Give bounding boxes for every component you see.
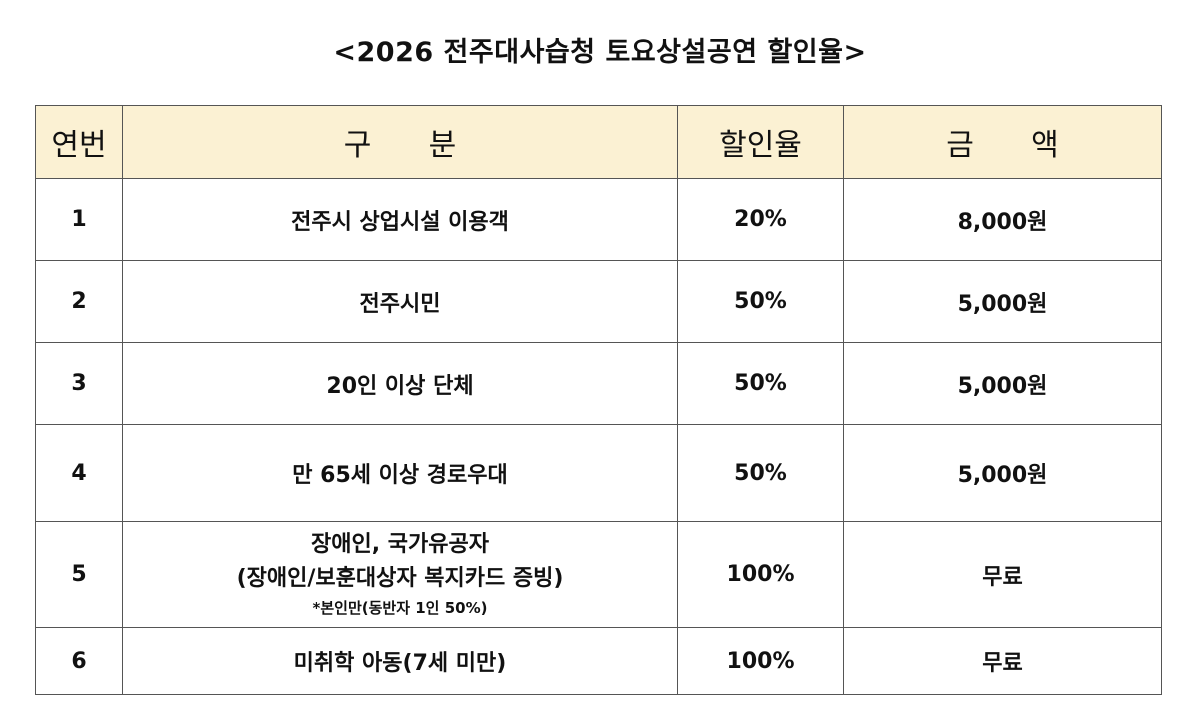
discount-table: 연번 구 분 할인율 금 액 1 전주시 상업시설 이용객 20% 8,000원…	[35, 105, 1162, 695]
row-rate: 50%	[677, 260, 844, 343]
row-category-multiline: 장애인, 국가유공자 (장애인/보훈대상자 복지카드 증빙) *본인만(동반자 …	[122, 521, 678, 628]
row-no: 2	[35, 260, 123, 343]
page-title: <2026 전주대사습청 토요상설공연 할인율>	[333, 37, 867, 68]
table-row: 1 전주시 상업시설 이용객 20% 8,000원	[35, 178, 1162, 261]
row-amount: 5,000원	[843, 260, 1162, 343]
category-line-2: (장애인/보훈대상자 복지카드 증빙)	[236, 565, 564, 591]
row-no: 1	[35, 178, 123, 261]
header-rate: 할인율	[677, 105, 844, 179]
table-row: 6 미취학 아동(7세 미만) 100% 무료	[35, 627, 1162, 695]
row-rate: 100%	[677, 627, 844, 695]
table-header-row: 연번 구 분 할인율 금 액	[35, 105, 1162, 179]
row-category: 미취학 아동(7세 미만)	[122, 627, 678, 695]
row-amount: 8,000원	[843, 178, 1162, 261]
row-category: 만 65세 이상 경로우대	[122, 424, 678, 522]
row-rate: 20%	[677, 178, 844, 261]
row-amount: 무료	[843, 627, 1162, 695]
table-row: 3 20인 이상 단체 50% 5,000원	[35, 342, 1162, 425]
row-category: 전주시 상업시설 이용객	[122, 178, 678, 261]
row-amount: 5,000원	[843, 342, 1162, 425]
table-row: 2 전주시민 50% 5,000원	[35, 260, 1162, 343]
category-line-1: 장애인, 국가유공자	[311, 531, 489, 557]
header-amount: 금 액	[843, 105, 1162, 179]
table-row: 4 만 65세 이상 경로우대 50% 5,000원	[35, 424, 1162, 522]
row-category: 전주시민	[122, 260, 678, 343]
row-rate: 50%	[677, 424, 844, 522]
row-category: 20인 이상 단체	[122, 342, 678, 425]
row-amount: 5,000원	[843, 424, 1162, 522]
row-no: 6	[35, 627, 123, 695]
row-rate: 50%	[677, 342, 844, 425]
row-no: 5	[35, 521, 123, 628]
header-no: 연번	[35, 105, 123, 179]
category-note: *본인만(동반자 1인 50%)	[312, 598, 488, 617]
row-rate: 100%	[677, 521, 844, 628]
table-row: 5 장애인, 국가유공자 (장애인/보훈대상자 복지카드 증빙) *본인만(동반…	[35, 521, 1162, 628]
row-no: 4	[35, 424, 123, 522]
header-category: 구 분	[122, 105, 678, 179]
row-amount: 무료	[843, 521, 1162, 628]
row-no: 3	[35, 342, 123, 425]
